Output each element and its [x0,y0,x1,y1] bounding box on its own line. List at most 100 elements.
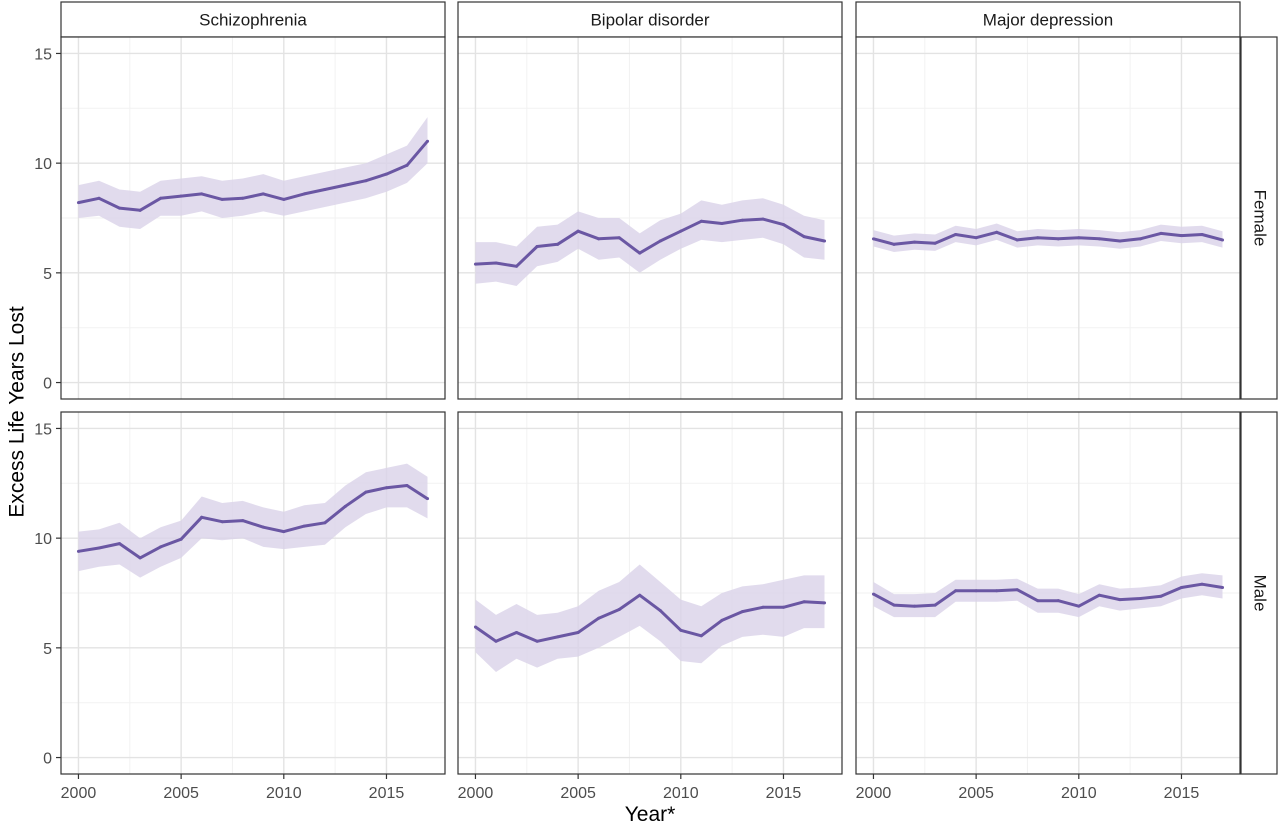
data-point [1138,596,1142,600]
data-point [638,251,642,255]
data-point [494,261,498,265]
data-point [118,542,122,546]
data-point [426,139,430,143]
data-point [302,524,306,528]
data-point [913,240,917,244]
data-point [892,242,896,246]
strip-0 [60,1,446,38]
data-point [1036,236,1040,240]
data-point [159,545,163,549]
panels-layer: Schizophrenia Bipolar disorder Major depre… [34,1,1278,802]
data-point [556,242,560,246]
data-point [1056,599,1060,603]
panel-border [60,411,446,775]
strip-label: Bipolar disorder [590,11,709,30]
data-point [261,192,265,196]
data-point [1036,599,1040,603]
x-tick-label: 2015 [1164,785,1200,802]
x-tick-label: 2010 [266,785,302,802]
data-point [282,197,286,201]
data-point [1015,588,1019,592]
data-point [1200,582,1204,586]
strip-label: Major depression [983,11,1113,30]
y-tick-label: 0 [43,751,52,768]
data-point [974,589,978,593]
data-point [995,230,999,234]
data-point [1118,598,1122,602]
data-point [638,593,642,597]
data-point [473,262,477,266]
x-tick-label: 2010 [1061,785,1097,802]
data-point [740,610,744,614]
data-point [200,515,204,519]
data-point [892,603,896,607]
data-point [679,628,683,632]
panel-border [457,411,843,775]
data-point [1056,237,1060,241]
data-point [913,604,917,608]
data-point [515,264,519,268]
data-point [597,616,601,620]
data-point [781,605,785,609]
series-line [872,582,1223,608]
y-tick-label: 10 [34,156,52,173]
data-point [1179,586,1183,590]
data-point [1118,239,1122,243]
data-point [282,530,286,534]
data-point [535,245,539,249]
data-point [241,196,245,200]
data-point [1077,604,1081,608]
data-point [954,232,958,236]
data-point [220,197,224,201]
panel-border [457,36,843,400]
data-point [1015,238,1019,242]
data-point [364,179,368,183]
strip-1 [457,1,843,38]
data-point [761,217,765,221]
data-point [302,192,306,196]
data-point [261,525,265,529]
x-tick-label: 2010 [663,785,699,802]
x-tick-label: 2015 [369,785,405,802]
series-line [78,140,429,212]
panel-bipolar-disorder-male [457,411,843,775]
x-axis-title: Year* [625,803,676,826]
panel-schizophrenia-female [60,36,446,400]
strip-2 [855,1,1241,38]
confidence-band [78,117,428,229]
data-point [658,239,662,243]
panel-major-depression-female [855,36,1241,400]
data-point [1179,234,1183,238]
data-point [76,549,80,553]
data-point [1077,236,1081,240]
data-point [658,609,662,613]
data-point [1159,231,1163,235]
data-point [802,600,806,604]
data-point [364,490,368,494]
confidence-band [475,564,825,672]
data-point [1221,238,1225,242]
data-point [699,634,703,638]
data-point [576,229,580,233]
data-point [405,163,409,167]
data-point [933,603,937,607]
data-point [220,520,224,524]
data-point [473,625,477,629]
row-strip-0 [1240,36,1278,400]
data-point [97,546,101,550]
data-point [871,237,875,241]
x-tick-label: 2005 [163,785,199,802]
data-point [1200,232,1204,236]
data-point [97,196,101,200]
data-point [761,605,765,609]
panel-border [855,36,1241,400]
data-point [720,221,724,225]
y-tick-label: 5 [43,266,52,283]
data-point [995,589,999,593]
data-point [241,519,245,523]
data-point [138,208,142,212]
series-line [474,593,825,643]
data-point [76,201,80,205]
data-point [494,639,498,643]
